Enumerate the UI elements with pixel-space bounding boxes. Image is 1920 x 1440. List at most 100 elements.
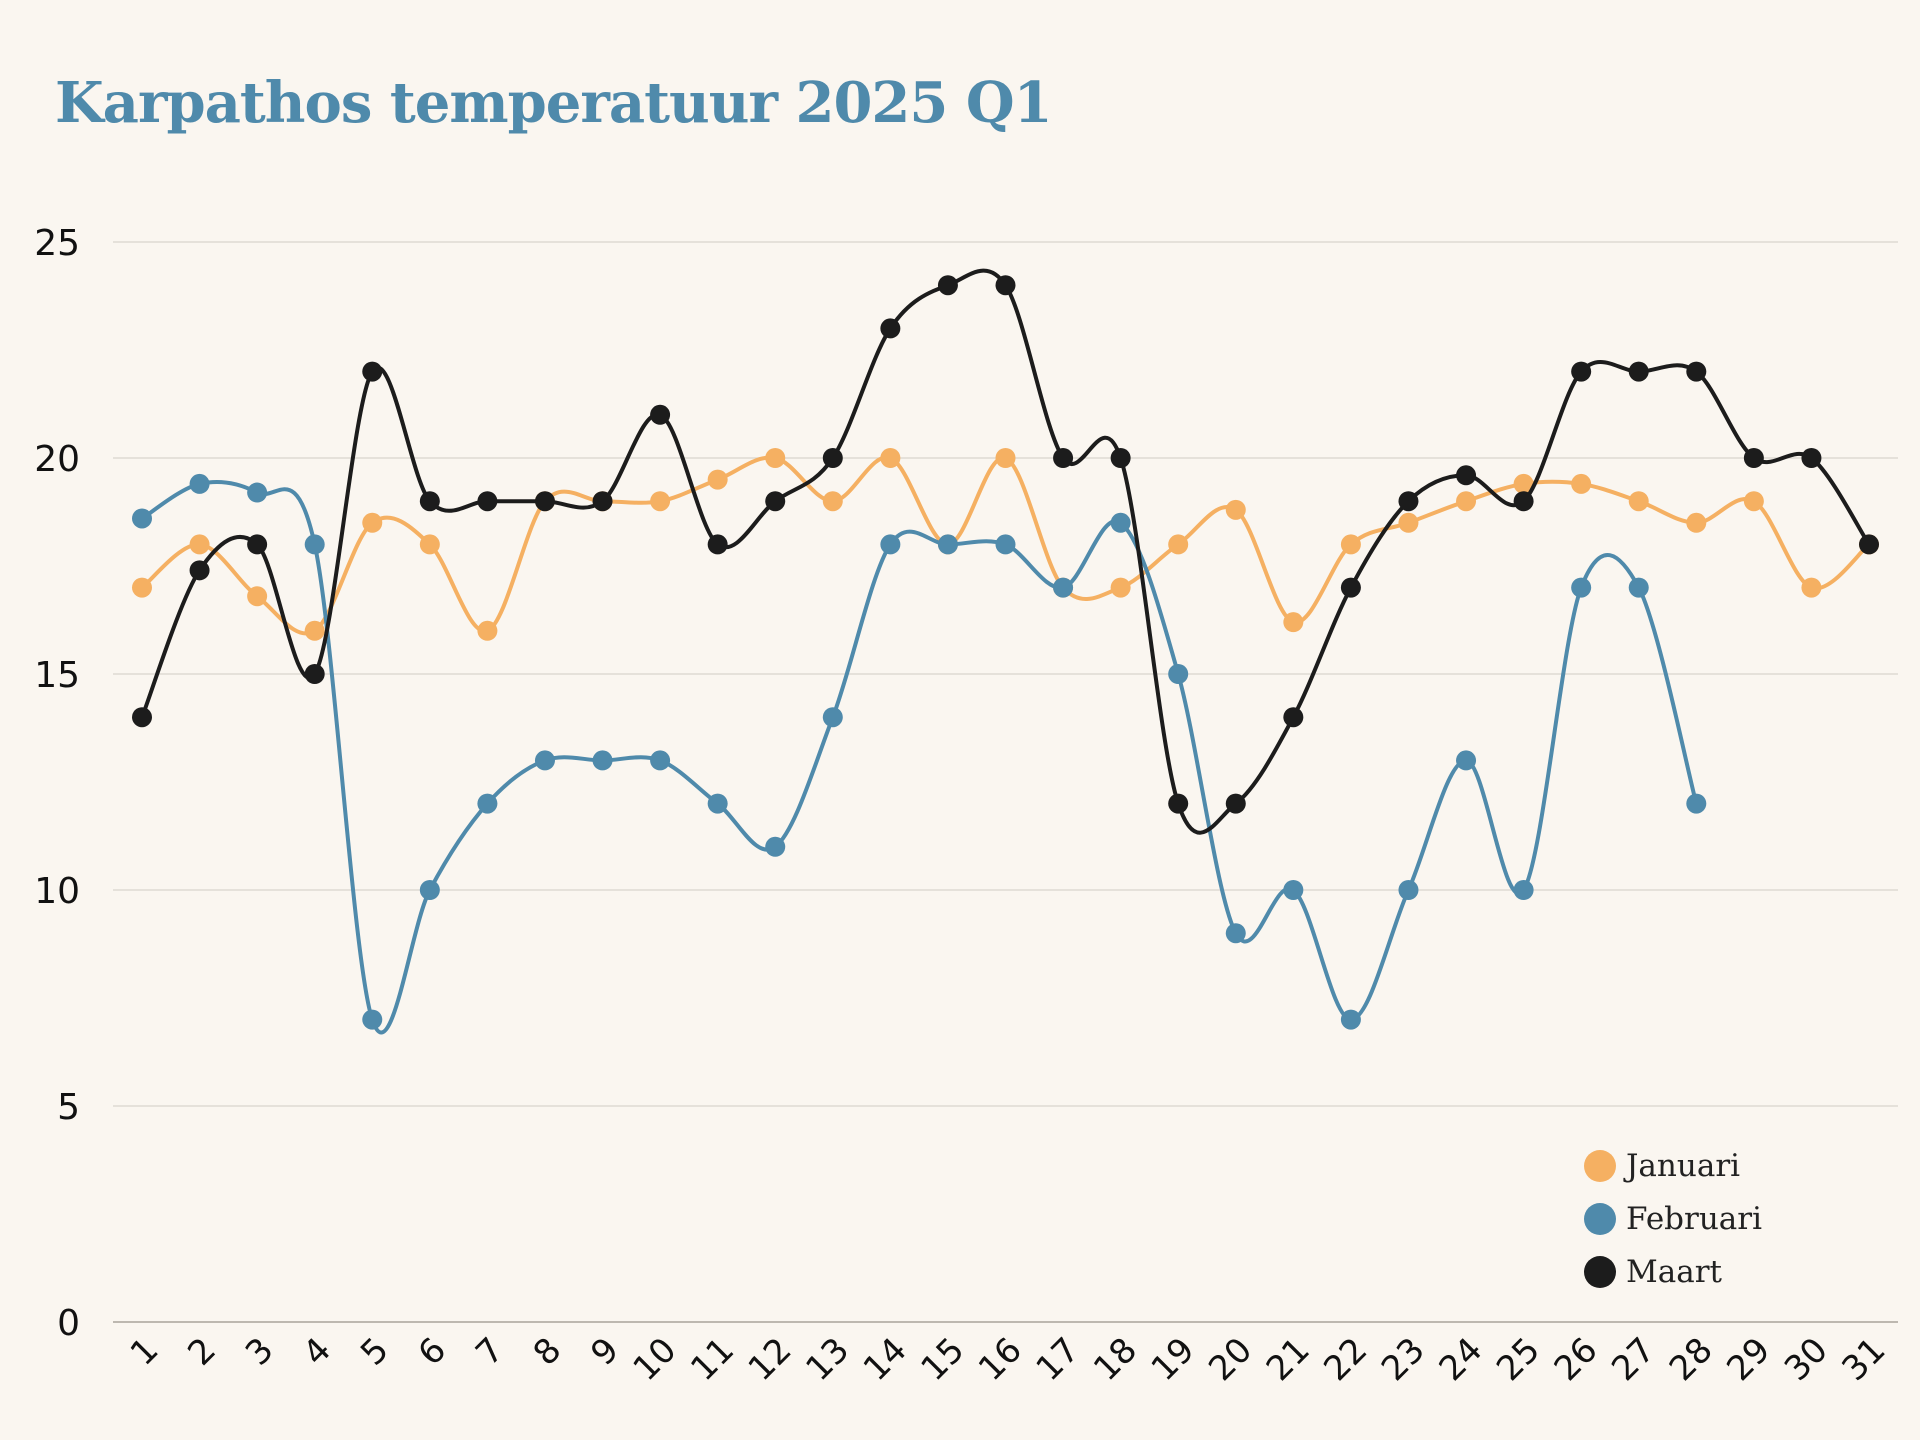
data-point-maart (880, 318, 901, 339)
data-point-februari (1283, 880, 1304, 900)
data-point-januari (1340, 534, 1361, 555)
legend-marker-januari (1584, 1150, 1616, 1182)
x-tick-label: 6 (411, 1330, 455, 1374)
data-point-januari (1283, 612, 1304, 633)
data-point-februari (995, 534, 1016, 555)
data-point-februari (247, 482, 268, 503)
data-point-maart (592, 491, 613, 512)
legend-marker-februari (1584, 1203, 1616, 1235)
data-point-januari (362, 512, 383, 533)
x-tick-label: 5 (353, 1330, 397, 1374)
x-tick-label: 9 (583, 1330, 627, 1374)
data-point-januari (189, 534, 210, 555)
data-point-maart (707, 534, 728, 555)
data-point-januari (1456, 491, 1477, 512)
data-point-februari (1110, 512, 1131, 533)
data-point-februari (1686, 793, 1707, 814)
data-point-februari (419, 880, 440, 900)
data-point-februari (1571, 577, 1592, 598)
data-point-februari (880, 534, 901, 555)
y-tick-label: 15 (34, 655, 80, 696)
x-tick-label: 11 (683, 1330, 742, 1389)
data-point-januari (707, 469, 728, 490)
x-tick-label: 21 (1259, 1330, 1318, 1389)
data-point-februari (1225, 923, 1246, 944)
data-point-februari (1053, 577, 1074, 598)
y-tick-label: 20 (34, 439, 80, 480)
x-tick-label: 7 (468, 1330, 512, 1374)
y-tick-label: 5 (57, 1087, 80, 1128)
data-point-maart (650, 404, 671, 425)
x-tick-label: 17 (1029, 1330, 1088, 1389)
data-point-januari (304, 620, 325, 641)
data-point-januari (1571, 473, 1592, 494)
data-point-maart (1340, 577, 1361, 598)
x-tick-label: 26 (1547, 1330, 1606, 1389)
x-tick-label: 28 (1662, 1330, 1721, 1389)
data-point-februari (765, 836, 786, 857)
legend-label-februari: Februari (1626, 1201, 1762, 1237)
x-tick-label: 3 (238, 1330, 282, 1374)
data-point-maart (362, 361, 383, 382)
data-point-maart (1398, 491, 1419, 512)
data-point-februari (937, 534, 958, 555)
data-point-januari (1686, 512, 1707, 533)
data-point-januari (880, 448, 901, 468)
data-point-januari (1801, 577, 1822, 598)
y-tick-label: 10 (34, 871, 80, 912)
data-point-januari (1628, 491, 1649, 512)
x-tick-label: 18 (1086, 1330, 1145, 1389)
data-point-februari (362, 1009, 383, 1030)
data-point-maart (1513, 491, 1534, 512)
data-point-februari (1398, 880, 1419, 900)
data-point-januari (1225, 499, 1246, 520)
data-point-maart (1110, 448, 1131, 468)
data-point-februari (132, 508, 152, 529)
data-point-januari (822, 491, 843, 512)
data-point-januari (650, 491, 671, 512)
data-point-januari (1168, 534, 1189, 555)
data-point-februari (1628, 577, 1649, 598)
data-point-januari (247, 586, 268, 607)
data-point-januari (995, 448, 1016, 468)
data-point-maart (1456, 465, 1477, 486)
y-tick-label: 25 (34, 223, 80, 264)
data-point-februari (1456, 750, 1477, 771)
x-tick-label: 16 (971, 1330, 1030, 1389)
x-tick-label: 30 (1777, 1330, 1836, 1389)
data-point-februari (592, 750, 613, 771)
x-tick-label: 24 (1432, 1330, 1491, 1389)
data-point-maart (247, 534, 268, 555)
data-point-februari (189, 473, 210, 494)
x-tick-label: 1 (123, 1330, 167, 1374)
data-point-februari (822, 707, 843, 728)
data-point-maart (937, 275, 958, 296)
data-point-maart (534, 491, 555, 512)
data-point-februari (650, 750, 671, 771)
x-tick-label: 14 (856, 1330, 915, 1389)
x-tick-label: 25 (1489, 1330, 1548, 1389)
x-tick-label: 8 (526, 1330, 570, 1374)
data-point-januari (419, 534, 440, 555)
data-point-maart (189, 560, 210, 581)
legend-label-maart: Maart (1626, 1254, 1723, 1290)
x-tick-label: 13 (798, 1330, 857, 1389)
data-point-maart (477, 491, 498, 512)
data-point-maart (1571, 361, 1592, 382)
data-point-februari (304, 534, 325, 555)
data-point-maart (1628, 361, 1649, 382)
legend-label-januari: Januari (1623, 1148, 1740, 1184)
data-point-maart (1283, 707, 1304, 728)
data-point-januari (1513, 473, 1534, 494)
data-point-maart (419, 491, 440, 512)
x-tick-label: 19 (1144, 1330, 1203, 1389)
data-point-maart (765, 491, 786, 512)
data-point-januari (1743, 491, 1764, 512)
x-tick-label: 12 (741, 1330, 800, 1389)
data-point-maart (1801, 448, 1822, 468)
data-point-februari (534, 750, 555, 771)
data-point-januari (477, 620, 498, 641)
data-point-maart (822, 448, 843, 468)
x-tick-label: 15 (913, 1330, 972, 1389)
